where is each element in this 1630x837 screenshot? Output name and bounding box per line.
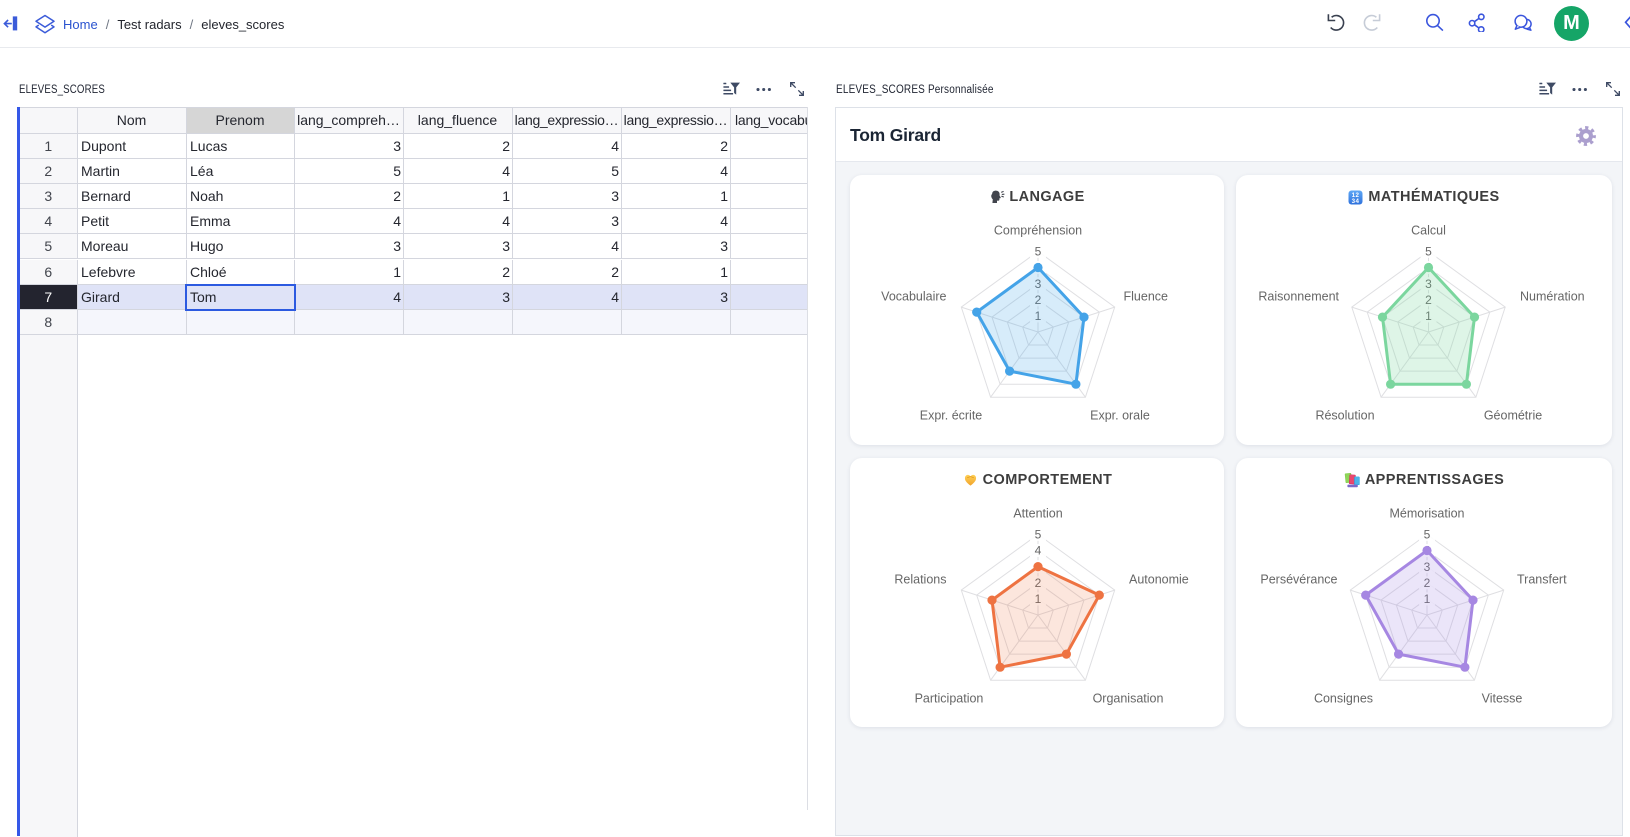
svg-text:Compréhension: Compréhension [994,224,1082,238]
svg-text:Mémorisation: Mémorisation [1389,506,1464,520]
svg-text:12: 12 [1352,191,1360,198]
svg-text:4: 4 [1035,543,1042,557]
svg-text:1: 1 [1035,309,1042,323]
svg-text:2: 2 [1035,293,1042,307]
svg-text:Résolution: Résolution [1315,409,1374,423]
svg-text:1: 1 [1035,592,1042,606]
svg-text:Consignes: Consignes [1314,691,1373,705]
svg-text:5: 5 [1035,245,1042,259]
svg-text:Organisation: Organisation [1093,691,1164,705]
svg-text:Attention: Attention [1013,506,1062,520]
svg-text:3: 3 [1035,277,1042,291]
svg-text:Fluence: Fluence [1124,290,1169,304]
svg-text:34: 34 [1352,198,1360,205]
svg-text:Calcul: Calcul [1411,224,1446,238]
svg-text:Participation: Participation [915,691,984,705]
svg-text:Expr. orale: Expr. orale [1090,409,1150,423]
svg-text:3: 3 [1424,559,1431,573]
svg-text:Vocabulaire: Vocabulaire [881,290,946,304]
svg-text:5: 5 [1425,245,1432,259]
svg-text:1: 1 [1424,592,1431,606]
svg-text:Autonomie: Autonomie [1129,572,1189,586]
svg-text:5: 5 [1424,527,1431,541]
svg-text:Transfert: Transfert [1517,572,1567,586]
svg-text:Raisonnement: Raisonnement [1258,290,1339,304]
svg-text:5: 5 [1035,527,1042,541]
svg-text:Persévérance: Persévérance [1260,572,1337,586]
svg-text:2: 2 [1035,576,1042,590]
svg-text:2: 2 [1424,576,1431,590]
svg-text:Numération: Numération [1520,290,1585,304]
svg-text:2: 2 [1425,293,1432,307]
svg-text:Relations: Relations [894,572,946,586]
svg-text:1: 1 [1425,309,1432,323]
svg-text:Vitesse: Vitesse [1482,691,1523,705]
svg-text:Géométrie: Géométrie [1484,409,1542,423]
svg-text:3: 3 [1425,277,1432,291]
svg-text:Expr. écrite: Expr. écrite [920,409,983,423]
